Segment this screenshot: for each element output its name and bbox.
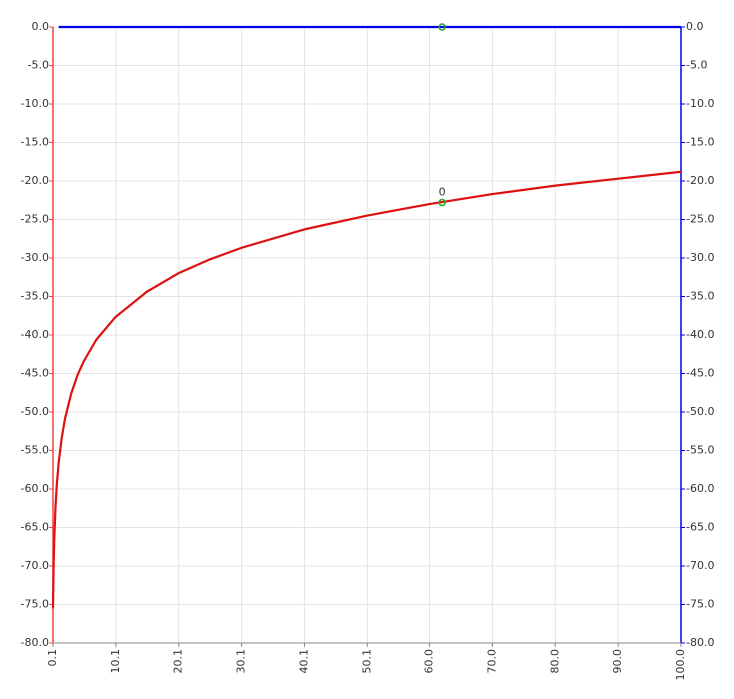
x-tick-label: 10.1	[109, 649, 122, 674]
y-tick-label: -75.0	[21, 598, 49, 611]
x-tick-label: 40.1	[297, 649, 310, 674]
x-tick-label: 20.1	[172, 649, 185, 674]
y2-tick-label: -15.0	[686, 136, 714, 149]
y-tick-label: -15.0	[21, 136, 49, 149]
y-tick-label: -60.0	[21, 482, 49, 495]
x-tick-label: 90.0	[611, 649, 624, 674]
y2-tick-label: -10.0	[686, 97, 714, 110]
y2-tick-label: -55.0	[686, 444, 714, 457]
y2-tick-label: -60.0	[686, 482, 714, 495]
y2-tick-label: -75.0	[686, 598, 714, 611]
marker	[438, 198, 446, 207]
y-tick-label: -20.0	[21, 174, 49, 187]
y2-tick-label: -65.0	[686, 521, 714, 534]
x-tick-label: 70.0	[485, 649, 498, 674]
y-tick-label: -45.0	[21, 367, 49, 380]
x-tick-label: 60.0	[423, 649, 436, 674]
y-tick-label: -50.0	[21, 405, 49, 418]
y2-tick-label: -25.0	[686, 213, 714, 226]
y-tick-label: -80.0	[21, 636, 49, 649]
y2-tick-label: -50.0	[686, 405, 714, 418]
y-tick-label: 0.0	[32, 20, 50, 33]
y-tick-label: -5.0	[28, 59, 49, 72]
marker	[438, 23, 446, 31]
x-tick-label: 100.0	[674, 649, 687, 681]
x-tick-label: 30.1	[235, 649, 248, 674]
y-tick-label: -65.0	[21, 521, 49, 534]
y-tick-label: -25.0	[21, 213, 49, 226]
y-tick-label: -40.0	[21, 328, 49, 341]
y-tick-label: -30.0	[21, 251, 49, 264]
x-tick-label: 80.0	[548, 649, 561, 674]
y2-tick-label: -20.0	[686, 174, 714, 187]
marker-label: 0	[439, 186, 446, 199]
y-tick-label: -55.0	[21, 444, 49, 457]
y2-tick-label: -80.0	[686, 636, 714, 649]
y-tick-label: -10.0	[21, 97, 49, 110]
x-tick-label: 50.1	[360, 649, 373, 674]
series-line	[51, 170, 682, 609]
y-tick-label: -35.0	[21, 290, 49, 303]
y2-tick-label: -30.0	[686, 251, 714, 264]
y2-tick-label: 0.0	[686, 20, 704, 33]
y-tick-label: -70.0	[21, 559, 49, 572]
y2-tick-label: -45.0	[686, 367, 714, 380]
y2-tick-label: -35.0	[686, 290, 714, 303]
y2-tick-label: -70.0	[686, 559, 714, 572]
y2-tick-label: -40.0	[686, 328, 714, 341]
x-tick-label: 0.1	[46, 649, 59, 667]
y2-tick-label: -5.0	[686, 59, 707, 72]
